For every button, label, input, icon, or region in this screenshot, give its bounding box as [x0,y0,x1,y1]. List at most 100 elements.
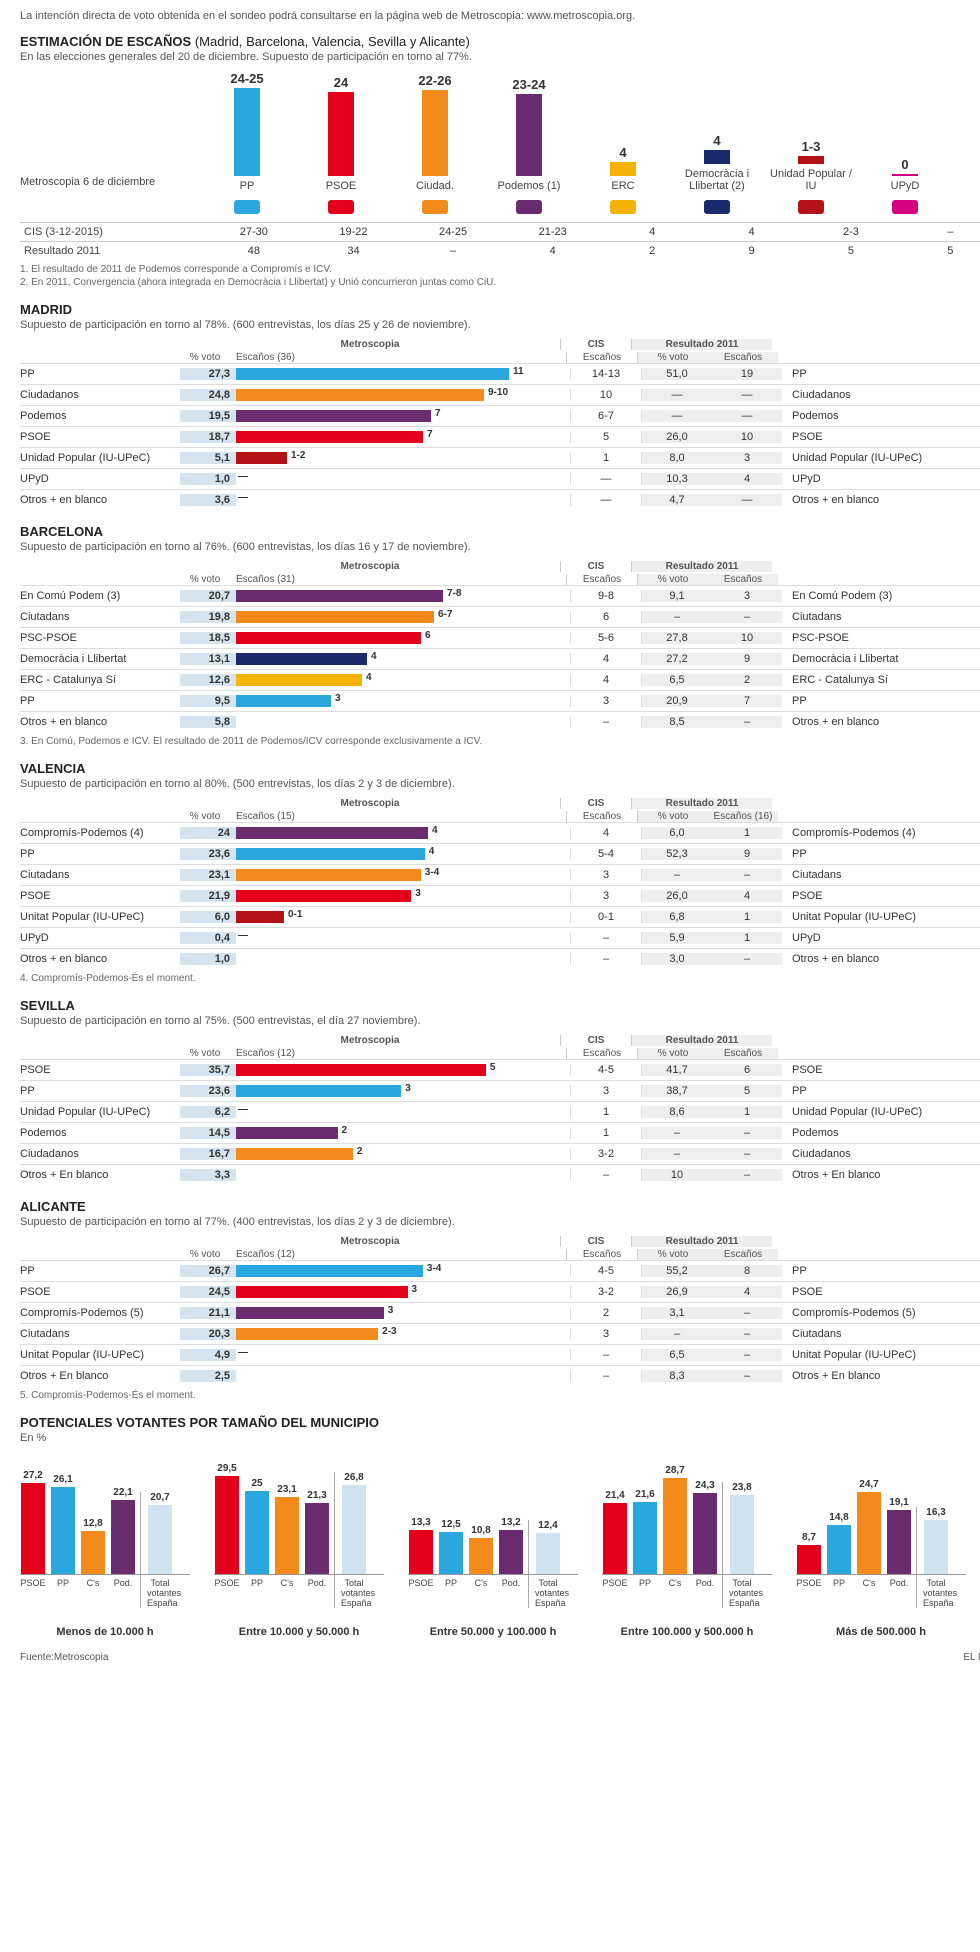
city-footnote: 4. Compromís-Podemos-És el moment. [20,973,980,984]
muni-bar: 23,1 [274,1484,300,1574]
party-name: PSC-PSOE [20,632,180,644]
city-sub: Supuesto de participación en torno al 76… [20,541,980,553]
muni-group-title: Entre 50.000 y 100.000 h [408,1626,578,1638]
party-name: PSOE [20,890,180,902]
muni-party-label: PSOE [602,1578,628,1588]
cis-seats: 1 [570,452,641,464]
party-name: Otros + en blanco [20,716,180,728]
cis-seats: 1 [570,1106,641,1118]
vote-pct: 24,5 [180,1286,236,1298]
seat-party-label: ERC [576,180,670,192]
cis-seats: 4-5 [570,1265,641,1277]
muni-group: 29,5 25 23,1 21,3 26,8 PSOEPPC'sPod.Tota… [214,1454,384,1638]
muni-bar: 13,3 [408,1517,434,1574]
res-esc: 4 [712,890,782,902]
muni-bar: 8,7 [796,1532,822,1574]
cis-seats: 6 [570,611,641,623]
res-voto: 9,1 [641,590,712,602]
res-esc: 1 [712,827,782,839]
res-voto: 5,9 [641,932,712,944]
party-name: Otros + en blanco [20,494,180,506]
res-voto: 52,3 [641,848,712,860]
res-voto: 8,0 [641,452,712,464]
res-esc: – [712,953,782,965]
muni-value: 23,8 [729,1482,755,1493]
party-name: En Comú Podem (3) [20,590,180,602]
city-header-row: Metroscopia CISResultado 2011 [20,1236,980,1247]
seats-bar: — [236,1347,536,1363]
muni-bars: 13,3 12,5 10,8 13,2 12,4 [408,1454,578,1575]
party-name: Unidad Popular (IU-UPeC) [20,1106,180,1118]
muni-party-label: Pod. [110,1578,136,1588]
res-esc: — [712,494,782,506]
cities-container: MADRID Supuesto de participación en torn… [20,302,980,1401]
city-subheader: % votoEscaños (31) Escaños% votoEscaños [20,574,980,585]
city-row: Democràcia i Llibertat 13,1 4 4 27,2 9 D… [20,648,980,669]
res-esc: 4 [712,473,782,485]
party-name-right: Podemos [782,410,980,422]
source-left: Fuente:Metroscopia [20,1652,108,1663]
party-name: Compromís-Podemos (5) [20,1307,180,1319]
cis-seats: – [570,1349,641,1361]
city-row: Unidad Popular (IU-UPeC) 6,2 — 1 8,6 1 U… [20,1101,980,1122]
seat-bar [234,88,260,176]
seat-party-label: Ciudad. [388,180,482,192]
muni-bar: 26,1 [50,1474,76,1574]
seats-bar: 6-7 [236,609,536,625]
muni-party-label: PP [50,1578,76,1588]
cis-seats: – [570,953,641,965]
res-voto: 6,8 [641,911,712,923]
seats-bar: 3-4 [236,1263,536,1279]
party-name-right: Otros + en blanco [782,953,980,965]
res-voto: 6,5 [641,674,712,686]
party-name: Unidad Popular (IU-UPeC) [20,452,180,464]
party-name-right: Unidad Popular (IU-UPeC) [782,452,980,464]
cis-seats: 3 [570,695,641,707]
muni-bars: 8,7 14,8 24,7 19,1 16,3 [796,1454,966,1575]
party-name-right: Compromís-Podemos (4) [782,827,980,839]
res-esc: – [712,869,782,881]
muni-value: 21,6 [632,1489,658,1500]
seats-bar: — [236,930,536,946]
seats-bar: 9-10 [236,387,536,403]
muni-group: 8,7 14,8 24,7 19,1 16,3 PSOEPPC'sPod.Tot… [796,1454,966,1638]
party-name-right: Ciudadanos [782,389,980,401]
seats-bar: 3 [236,1284,536,1300]
party-name-right: Democràcia i Llibertat [782,653,980,665]
city-header-row: Metroscopia CISResultado 2011 [20,339,980,350]
cell: 21-23 [503,223,603,242]
seats-bar: 2 [236,1125,536,1141]
seats-bar: 5 [236,1062,536,1078]
muni-party-label: C's [80,1578,106,1588]
cis-seats: 14-13 [570,368,641,380]
city-row: Otros + en blanco 1,0 – 3,0 – Otros + en… [20,948,980,969]
party-logo-icon [482,198,576,216]
muni-value: 12,4 [535,1520,561,1531]
seat-bar [516,94,542,176]
res-voto: 8,6 [641,1106,712,1118]
res-esc: — [712,389,782,401]
party-name-right: Otros + en blanco [782,494,980,506]
seats-bar: 4 [236,672,536,688]
cis-seats: — [570,473,641,485]
party-logo-icon [576,198,670,216]
seats-bar: 3 [236,1305,536,1321]
cell: 27-30 [204,223,304,242]
party-logo-icon [200,198,294,216]
table-row: Resultado 20114834–42955 [20,242,980,261]
party-logo-icon [670,198,764,216]
muni-bar: 25 [244,1478,270,1574]
city-row: Ciudadanos 16,7 2 3-2 – – Ciudadanos [20,1143,980,1164]
party-name-right: PP [782,1085,980,1097]
city-subheader: % votoEscaños (36) Escaños% votoEscaños [20,352,980,363]
muni-party-label: C's [662,1578,688,1588]
muni-party-label: PP [632,1578,658,1588]
city-row: Otros + En blanco 3,3 – 10 – Otros + En … [20,1164,980,1185]
city-row: PP 23,6 4 5-4 52,3 9 PP [20,843,980,864]
party-name: Podemos [20,410,180,422]
seats-bar: 6 [236,630,536,646]
seat-value: 22-26 [388,73,482,88]
muni-bar: 14,8 [826,1512,852,1574]
res-voto: 8,3 [641,1370,712,1382]
city-row: Ciutadans 23,1 3-4 3 – – Ciutadans [20,864,980,885]
